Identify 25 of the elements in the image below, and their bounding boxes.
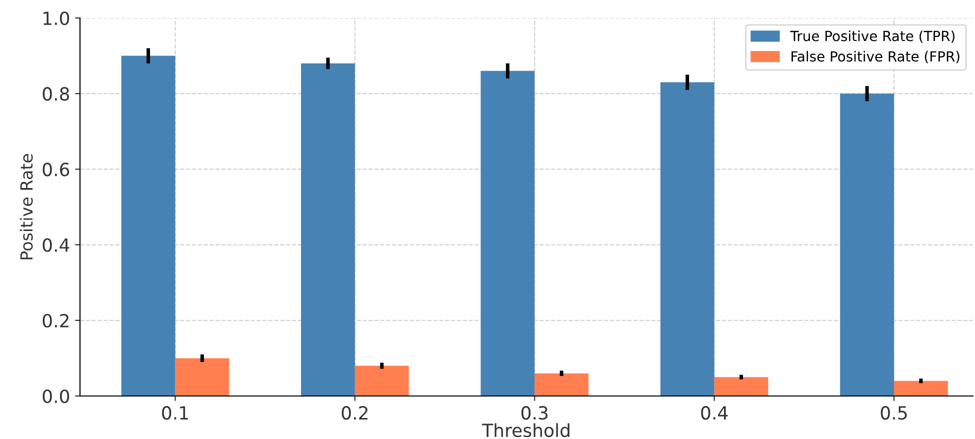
- bar: [301, 63, 355, 396]
- bar: [714, 377, 768, 396]
- y-tick-label: 0.8: [42, 87, 70, 101]
- bar: [840, 94, 894, 396]
- bar: [480, 70, 535, 396]
- x-axis-title: Threshold: [482, 423, 570, 438]
- y-tick-label: 0.4: [42, 238, 70, 252]
- bar: [534, 373, 589, 396]
- y-tick-label: 1.0: [44, 11, 70, 26]
- x-tick-label: 0.4: [701, 406, 728, 420]
- bar: [660, 82, 714, 396]
- x-tick-label: 0.1: [162, 406, 188, 420]
- y-axis-title: Positive Rate: [20, 154, 33, 260]
- y-tick-label: 0.0: [42, 389, 70, 404]
- y-tick-label: 0.6: [42, 162, 70, 176]
- legend-label: False Positive Rate (FPR): [792, 50, 960, 64]
- x-tick-label: 0.3: [521, 406, 548, 420]
- x-tick-label: 0.5: [880, 406, 907, 420]
- legend-label: True Positive Rate (TPR): [790, 30, 954, 43]
- bar: [354, 366, 409, 396]
- y-tick-label: 0.2: [42, 314, 68, 328]
- bar: [121, 56, 176, 396]
- bar: [894, 380, 948, 396]
- bar: [175, 358, 230, 396]
- x-tick-label: 0.2: [342, 406, 368, 420]
